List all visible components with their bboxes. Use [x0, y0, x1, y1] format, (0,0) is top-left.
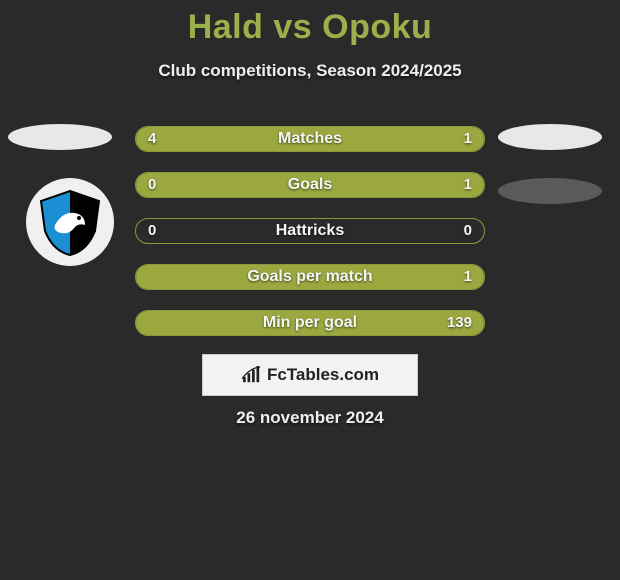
- comparison-bars: 4 Matches 1 0 Goals 1 0 Hattricks 0 Goal…: [135, 126, 485, 356]
- player2-name: Opoku: [322, 8, 432, 46]
- bar-label: Goals: [136, 173, 484, 197]
- bar-chart-icon: [241, 366, 263, 384]
- bar-label: Hattricks: [136, 219, 484, 243]
- bar-row: 4 Matches 1: [135, 126, 485, 152]
- bar-label: Goals per match: [136, 265, 484, 289]
- club-logo: [26, 178, 114, 266]
- player1-name: Hald: [188, 8, 264, 46]
- bar-right-value: 1: [464, 173, 472, 197]
- right-placeholder-badge-2: [498, 178, 602, 204]
- right-placeholder-badge-1: [498, 124, 602, 150]
- bar-right-value: 0: [464, 219, 472, 243]
- left-placeholder-badge: [8, 124, 112, 150]
- shield-icon: [35, 187, 105, 257]
- bar-row: 0 Hattricks 0: [135, 218, 485, 244]
- bar-row: 0 Goals 1: [135, 172, 485, 198]
- brand-box: FcTables.com: [202, 354, 418, 396]
- subtitle: Club competitions, Season 2024/2025: [0, 61, 620, 81]
- bar-right-value: 1: [464, 265, 472, 289]
- bar-right-value: 1: [464, 127, 472, 151]
- date-text: 26 november 2024: [0, 408, 620, 428]
- bar-label: Matches: [136, 127, 484, 151]
- brand-text: FcTables.com: [267, 365, 379, 385]
- vs-text: vs: [273, 8, 312, 46]
- bar-label: Min per goal: [136, 311, 484, 335]
- page-title: Hald vs Opoku: [0, 0, 620, 47]
- bar-row: Goals per match 1: [135, 264, 485, 290]
- bar-row: Min per goal 139: [135, 310, 485, 336]
- bar-right-value: 139: [447, 311, 472, 335]
